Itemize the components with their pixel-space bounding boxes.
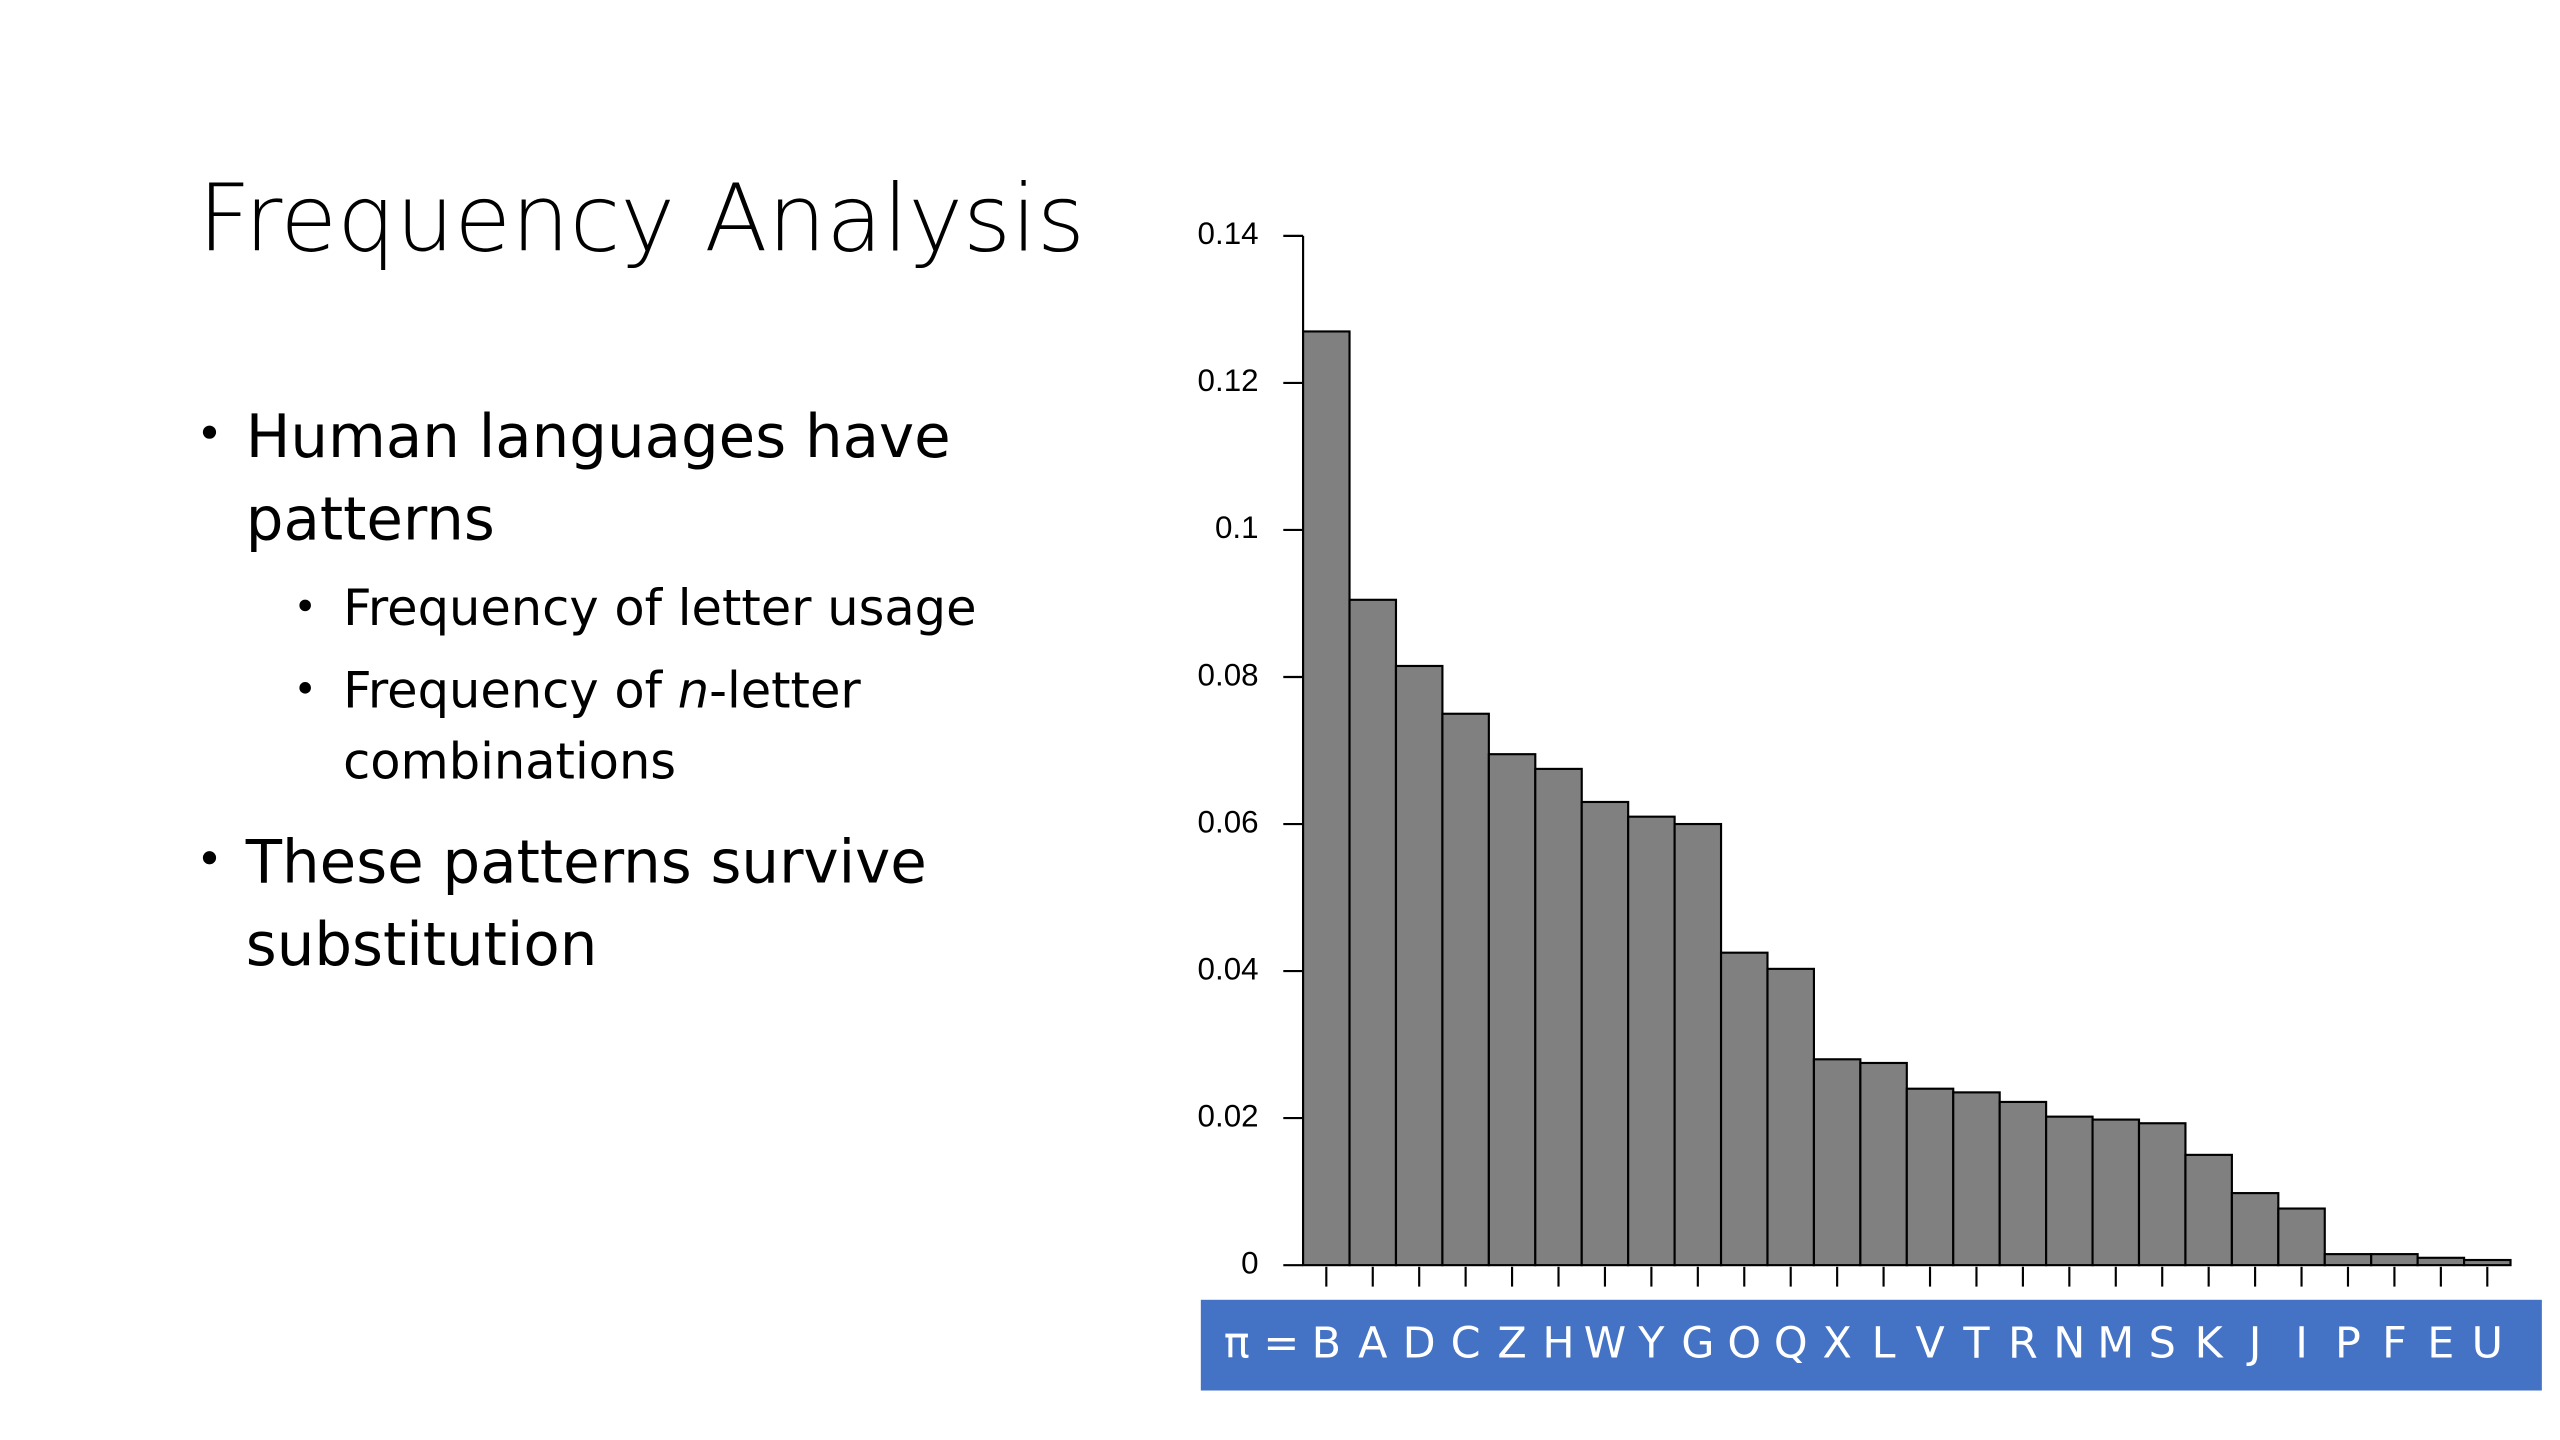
bar <box>1441 712 1490 1267</box>
bar <box>2416 1256 2466 1267</box>
bar <box>2137 1122 2187 1267</box>
sub-bullet-text: Frequency of n-letter <box>343 662 861 720</box>
y-tick-label: 0.08 <box>1198 657 1259 692</box>
x-tick-label: B <box>1312 1318 1341 1368</box>
x-tick-label: N <box>2053 1318 2085 1368</box>
bar <box>1487 753 1537 1267</box>
x-tick-label: M <box>2097 1318 2134 1368</box>
bar <box>1580 800 1630 1267</box>
x-tick-label: C <box>1451 1318 1481 1368</box>
x-tick-label: S <box>2149 1318 2176 1368</box>
x-tick-label: P <box>2335 1318 2361 1368</box>
x-tick-label: Z <box>1497 1318 1526 1368</box>
text-run: -letter <box>709 662 861 720</box>
bar <box>1534 767 1583 1267</box>
text-run: Frequency of <box>343 662 678 720</box>
bar <box>1998 1100 2048 1267</box>
bullet-dot <box>202 425 217 439</box>
x-tick-label: Q <box>1774 1318 1808 1368</box>
bar <box>1719 951 1769 1267</box>
x-tick-label: K <box>2195 1318 2225 1368</box>
x-tick-label: G <box>1681 1318 1714 1368</box>
category-prefix: π = <box>1224 1318 1299 1368</box>
bar <box>2230 1192 2280 1267</box>
y-tick-label: 0.04 <box>1198 951 1259 986</box>
x-tick-label: T <box>1962 1318 1990 1368</box>
text-run: n <box>678 662 709 720</box>
x-tick-label: J <box>2246 1318 2262 1368</box>
bullet-text: Human languages have <box>246 403 951 472</box>
x-tick-label: O <box>1727 1318 1761 1368</box>
x-tick-label: L <box>1872 1318 1896 1368</box>
y-tick-label: 0.02 <box>1198 1098 1259 1133</box>
bar <box>2277 1207 2326 1267</box>
x-tick-label: H <box>1542 1318 1574 1368</box>
text-run: Frequency of letter usage <box>343 579 976 637</box>
slide-title: Frequency Analysis <box>198 165 1085 273</box>
bar <box>2370 1253 2419 1267</box>
bar <box>2091 1118 2141 1267</box>
x-tick-label: W <box>1584 1318 1626 1368</box>
bar <box>1952 1091 2001 1267</box>
x-tick-label: Y <box>1637 1318 1665 1368</box>
bar <box>1673 822 1723 1267</box>
bar <box>2045 1115 2094 1267</box>
x-tick-label: X <box>1822 1318 1851 1368</box>
bullet-dot <box>299 682 311 694</box>
y-tick-label: 0.06 <box>1198 804 1259 839</box>
x-tick-label: F <box>2382 1318 2407 1368</box>
bar <box>1302 330 1351 1267</box>
sub-bullet-text: Frequency of letter usage <box>343 579 976 637</box>
bar <box>1766 967 1815 1267</box>
bar <box>2184 1153 2233 1267</box>
y-tick-label: 0 <box>1241 1245 1258 1280</box>
bullet-text: substitution <box>246 911 598 980</box>
x-tick-label: D <box>1403 1318 1436 1368</box>
x-tick-label: E <box>2427 1318 2454 1368</box>
bar <box>1905 1087 1955 1267</box>
x-tick-label: A <box>1358 1318 1387 1368</box>
bar <box>1394 664 1444 1267</box>
bullet-text: These patterns survive <box>245 828 927 897</box>
bar <box>1859 1061 1908 1267</box>
y-tick-label: 0.14 <box>1198 216 1259 251</box>
y-tick-label: 0.12 <box>1198 363 1259 398</box>
x-tick-label: I <box>2295 1318 2308 1368</box>
x-tick-label: R <box>2008 1318 2038 1368</box>
bar <box>1348 598 1398 1267</box>
bar <box>2323 1253 2373 1267</box>
bullet-list: Human languages have patterns Frequency … <box>202 403 977 980</box>
sub-bullet-text: combinations <box>343 733 676 791</box>
category-band <box>1200 1299 2542 1391</box>
bar <box>1627 815 1676 1267</box>
bullet-text: patterns <box>246 485 495 554</box>
bar <box>2463 1258 2512 1267</box>
y-tick-label: 0.1 <box>1215 510 1259 545</box>
bar <box>1812 1058 1862 1267</box>
x-tick-label: V <box>1915 1318 1944 1368</box>
bullet-dot <box>202 851 217 865</box>
text-run: combinations <box>343 733 676 791</box>
x-tick-label: U <box>2472 1318 2503 1368</box>
bullet-dot <box>299 599 311 612</box>
